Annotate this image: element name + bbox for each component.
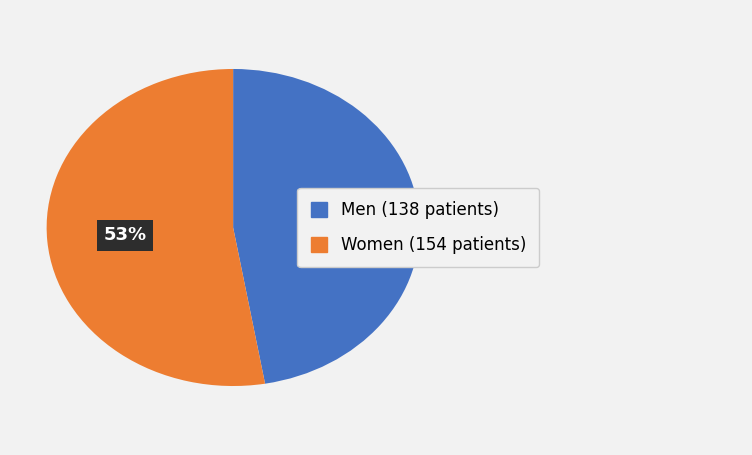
Legend: Men (138 patients), Women (154 patients): Men (138 patients), Women (154 patients) — [297, 188, 539, 267]
Wedge shape — [47, 69, 265, 386]
Wedge shape — [233, 69, 420, 384]
Text: 53%: 53% — [104, 227, 147, 244]
Text: 47%: 47% — [320, 211, 362, 228]
